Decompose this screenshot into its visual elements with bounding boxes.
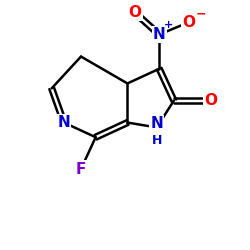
- Text: O: O: [182, 15, 195, 30]
- Text: O: O: [204, 93, 217, 108]
- Text: N: N: [58, 115, 70, 130]
- Text: O: O: [128, 5, 141, 20]
- Text: +: +: [164, 20, 173, 30]
- Text: F: F: [76, 162, 86, 176]
- Text: H: H: [152, 134, 162, 147]
- Text: N: N: [153, 27, 166, 42]
- Text: N: N: [150, 116, 163, 131]
- Text: −: −: [196, 7, 206, 20]
